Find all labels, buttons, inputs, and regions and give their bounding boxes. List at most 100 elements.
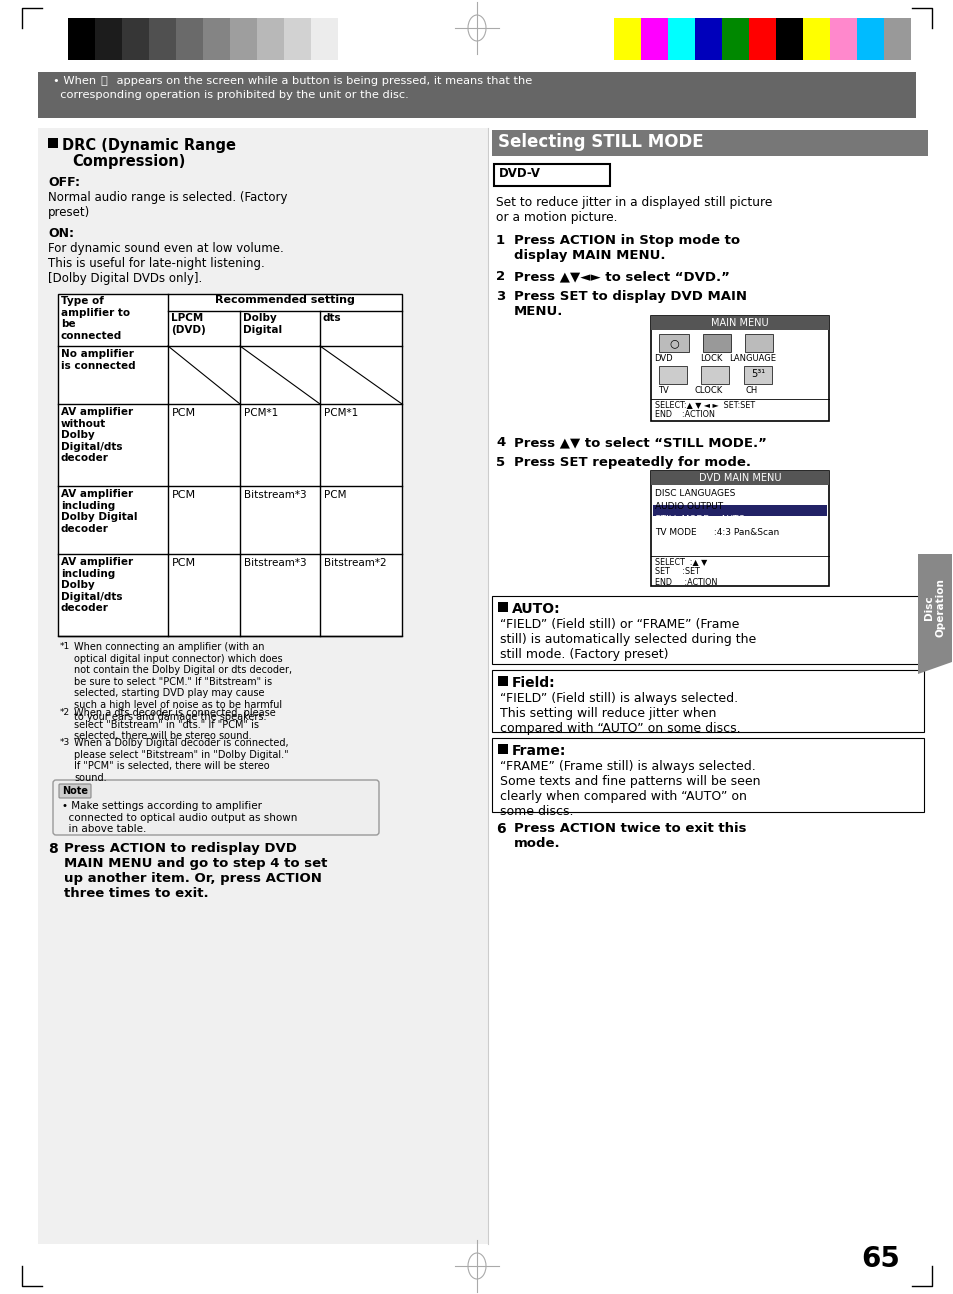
Bar <box>48 138 58 148</box>
Text: Note: Note <box>62 785 88 796</box>
Text: Bitstream*2: Bitstream*2 <box>324 558 386 568</box>
Bar <box>68 18 95 60</box>
Text: 5³¹: 5³¹ <box>750 369 764 379</box>
Text: *2: *2 <box>60 708 71 717</box>
Bar <box>497 675 507 686</box>
Text: dts: dts <box>323 313 341 324</box>
Bar <box>659 334 688 352</box>
Bar <box>492 738 923 813</box>
Bar <box>659 366 686 384</box>
Text: 65: 65 <box>861 1245 899 1273</box>
Text: • Make settings according to amplifier
  connected to optical audio output as sh: • Make settings according to amplifier c… <box>62 801 297 835</box>
Text: 3: 3 <box>496 290 505 303</box>
Text: DRC (Dynamic Range: DRC (Dynamic Range <box>62 138 235 153</box>
Bar <box>650 316 828 330</box>
Bar <box>856 18 883 60</box>
Text: Field:: Field: <box>512 675 555 690</box>
Text: DVD: DVD <box>653 355 672 364</box>
Text: PCM: PCM <box>172 408 196 418</box>
Text: LANGUAGE: LANGUAGE <box>729 355 776 364</box>
Text: Disc
Operation: Disc Operation <box>923 578 944 638</box>
Bar <box>802 18 829 60</box>
Bar <box>497 744 507 754</box>
Bar <box>311 18 337 60</box>
Bar <box>494 164 609 186</box>
Text: Type of
amplifier to
be
connected: Type of amplifier to be connected <box>61 296 130 340</box>
Text: Bitstream*3: Bitstream*3 <box>244 490 306 499</box>
Text: PCM: PCM <box>324 490 346 499</box>
Bar <box>38 128 488 1244</box>
Text: 2: 2 <box>496 270 504 283</box>
Text: Press SET to display DVD MAIN
MENU.: Press SET to display DVD MAIN MENU. <box>514 290 746 318</box>
Text: Frame:: Frame: <box>512 744 566 758</box>
Text: Press ACTION in Stop mode to
display MAIN MENU.: Press ACTION in Stop mode to display MAI… <box>514 234 740 261</box>
Bar <box>492 597 923 664</box>
Text: PCM*1: PCM*1 <box>244 408 278 418</box>
Text: ⦵: ⦵ <box>100 76 107 85</box>
Bar <box>488 128 915 1244</box>
Bar <box>492 129 927 157</box>
Text: When connecting an amplifier (with an
optical digital input connector) which doe: When connecting an amplifier (with an op… <box>74 642 292 722</box>
Bar <box>883 18 910 60</box>
Text: OFF:: OFF: <box>48 176 80 189</box>
Bar <box>38 72 915 118</box>
Text: corresponding operation is prohibited by the unit or the disc.: corresponding operation is prohibited by… <box>53 91 408 100</box>
Text: PCM*1: PCM*1 <box>324 408 358 418</box>
Text: *1: *1 <box>60 642 71 651</box>
Text: AV amplifier
without
Dolby
Digital/dts
decoder: AV amplifier without Dolby Digital/dts d… <box>61 408 133 463</box>
Text: Press ACTION to redisplay DVD
MAIN MENU and go to step 4 to set
up another item.: Press ACTION to redisplay DVD MAIN MENU … <box>64 842 327 901</box>
Bar <box>650 471 828 485</box>
FancyBboxPatch shape <box>53 780 378 835</box>
Bar <box>175 18 203 60</box>
Bar <box>614 18 640 60</box>
Bar <box>748 18 775 60</box>
Bar <box>743 366 771 384</box>
Text: DVD MAIN MENU: DVD MAIN MENU <box>698 474 781 483</box>
Text: Press ACTION twice to exit this
mode.: Press ACTION twice to exit this mode. <box>514 822 745 850</box>
Text: When a dts decoder is connected, please
select "Bitstream" in "dts." If "PCM" is: When a dts decoder is connected, please … <box>74 708 275 741</box>
Bar <box>700 366 728 384</box>
Text: DISC LANGUAGES: DISC LANGUAGES <box>655 489 735 498</box>
Bar <box>652 505 826 516</box>
Bar <box>695 18 721 60</box>
Bar <box>203 18 230 60</box>
Text: AV amplifier
including
Dolby
Digital/dts
decoder: AV amplifier including Dolby Digital/dts… <box>61 556 133 613</box>
Text: TV MODE      :4:3 Pan&Scan: TV MODE :4:3 Pan&Scan <box>655 528 779 537</box>
Text: Press SET repeatedly for mode.: Press SET repeatedly for mode. <box>514 455 750 468</box>
Bar <box>775 18 802 60</box>
Text: 6: 6 <box>496 822 505 836</box>
Text: AUDIO OUTPUT: AUDIO OUTPUT <box>655 502 722 511</box>
Text: “FIELD” (Field still) or “FRAME” (Frame
still) is automatically selected during : “FIELD” (Field still) or “FRAME” (Frame … <box>499 619 756 661</box>
Text: *3: *3 <box>60 738 71 747</box>
Text: Press ▲▼◄► to select “DVD.”: Press ▲▼◄► to select “DVD.” <box>514 270 729 283</box>
Bar <box>744 334 772 352</box>
Bar <box>702 334 730 352</box>
Text: Normal audio range is selected. (Factory
preset): Normal audio range is selected. (Factory… <box>48 192 287 219</box>
Text: AV amplifier
including
Dolby Digital
decoder: AV amplifier including Dolby Digital dec… <box>61 489 137 534</box>
Text: For dynamic sound even at low volume.
This is useful for late-night listening.
[: For dynamic sound even at low volume. Th… <box>48 242 283 285</box>
Bar <box>230 18 256 60</box>
Text: 1: 1 <box>496 234 504 247</box>
Text: 5: 5 <box>496 455 504 468</box>
Text: LOCK: LOCK <box>700 355 721 364</box>
Text: ○: ○ <box>668 338 679 348</box>
Text: SELECT  :▲ ▼
SET     :SET
END     :ACTION: SELECT :▲ ▼ SET :SET END :ACTION <box>655 556 717 586</box>
Bar <box>95 18 122 60</box>
Bar <box>284 18 311 60</box>
FancyBboxPatch shape <box>59 784 91 798</box>
Text: TV: TV <box>657 386 668 395</box>
Text: • When: • When <box>53 76 100 85</box>
Bar <box>337 18 365 60</box>
Text: appears on the screen while a button is being pressed, it means that the: appears on the screen while a button is … <box>112 76 532 85</box>
Text: MAIN MENU: MAIN MENU <box>710 318 768 327</box>
Bar <box>149 18 175 60</box>
Bar <box>829 18 856 60</box>
Text: Recommended setting: Recommended setting <box>214 295 355 305</box>
Text: “FRAME” (Frame still) is always selected.
Some texts and fine patterns will be s: “FRAME” (Frame still) is always selected… <box>499 760 760 818</box>
Bar <box>640 18 667 60</box>
Text: PCM: PCM <box>172 558 196 568</box>
Text: 4: 4 <box>496 436 505 449</box>
Bar <box>492 670 923 732</box>
Text: “FIELD” (Field still) is always selected.
This setting will reduce jitter when
c: “FIELD” (Field still) is always selected… <box>499 692 740 735</box>
Text: Bitstream*3: Bitstream*3 <box>244 558 306 568</box>
